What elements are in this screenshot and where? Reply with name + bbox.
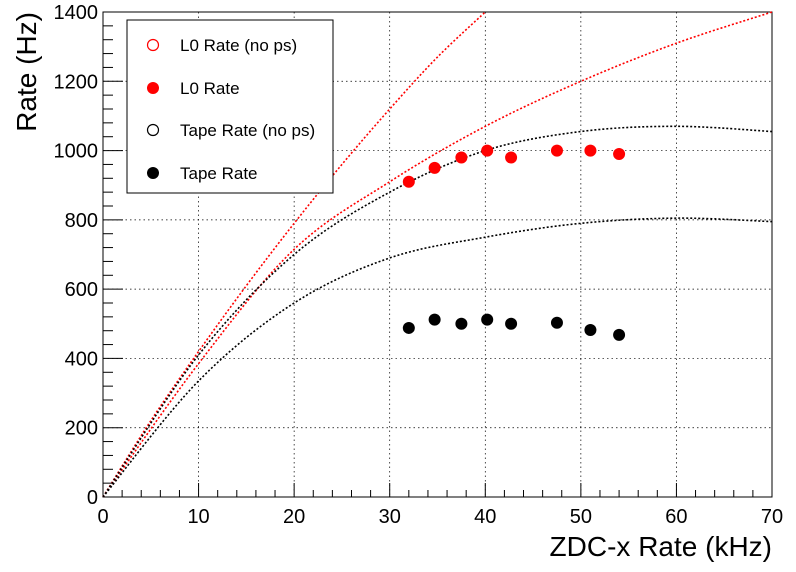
x-tick-label: 10 [187,506,209,528]
y-tick-label: 200 [65,418,98,440]
y-tick-label: 1200 [54,71,99,93]
x-axis-title: ZDC-x Rate (kHz) [550,531,772,562]
point-series-5 [428,313,441,326]
axis-ticks [102,11,773,498]
point-series-2 [550,144,563,157]
point-series-5 [584,324,597,337]
legend-label-tape-no-ps: Tape Rate (no ps) [180,121,315,140]
point-series-2 [505,151,518,164]
x-tick-label: 60 [665,506,687,528]
grid [103,12,772,497]
x-tick-label: 20 [283,506,305,528]
data-points [402,144,626,341]
curve-series-0 [102,11,486,498]
plot-frame [102,11,773,498]
point-series-5 [613,328,626,341]
curve-series-4 [102,217,773,498]
legend-label-l0: L0 Rate [180,79,240,98]
x-tick-label: 50 [570,506,592,528]
y-axis-title: Rate (Hz) [11,12,42,132]
x-tick-label: 40 [474,506,496,528]
y-tick-labels: 0 200 400 600 800 1000 1200 1400 [54,2,99,509]
legend-marker-l0 [147,82,159,94]
curve-series-1 [102,11,773,498]
x-tick-labels: 0 10 20 30 40 50 60 70 [97,506,783,528]
x-tick-label: 70 [761,506,783,528]
point-series-5 [455,317,468,330]
legend: L0 Rate (no ps) L0 Rate Tape Rate (no ps… [126,19,334,194]
x-tick-label: 0 [97,506,108,528]
point-series-2 [428,161,441,174]
y-tick-label: 800 [65,210,98,232]
y-tick-label: 600 [65,279,98,301]
point-series-2 [584,144,597,157]
y-tick-label: 1000 [54,141,99,163]
legend-label-l0-no-ps: L0 Rate (no ps) [180,36,297,55]
x-tick-label: 30 [379,506,401,528]
point-series-5 [402,321,415,334]
legend-marker-tape [147,167,159,179]
y-tick-label: 0 [87,487,98,509]
legend-label-tape: Tape Rate [180,164,258,183]
point-series-2 [613,148,626,161]
point-series-2 [402,175,415,188]
legend-marker-tape-no-ps [146,123,160,137]
y-tick-label: 1400 [54,2,99,24]
point-series-5 [550,316,563,329]
point-series-5 [481,313,494,326]
point-series-5 [505,317,518,330]
y-tick-label: 400 [65,348,98,370]
point-series-2 [455,151,468,164]
point-series-2 [481,144,494,157]
legend-marker-l0-no-ps [146,38,160,52]
legend-box [126,19,334,194]
